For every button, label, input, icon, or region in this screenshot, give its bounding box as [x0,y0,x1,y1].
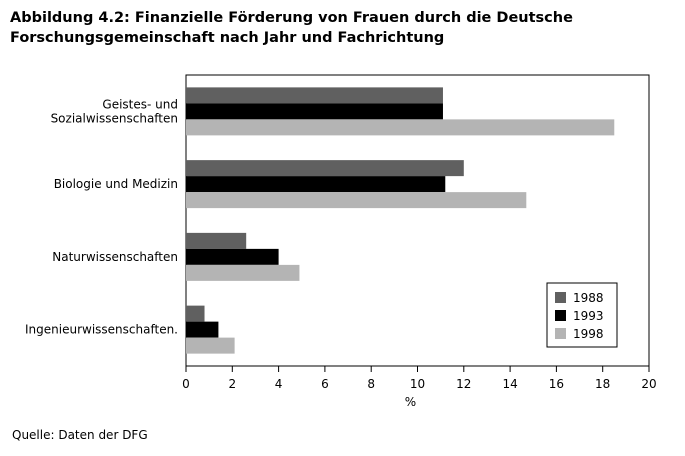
x-tick-label-10: 10 [410,377,425,391]
category-label-4-line-1: Ingenieurwissenschaften. [25,323,178,337]
chart-title-line-2: Forschungsgemeinschaft nach Jahr und Fac… [10,30,445,46]
x-tick-label-2: 2 [228,377,236,391]
x-tick-label-20: 20 [641,377,656,391]
bar-1988-2 [186,160,464,177]
x-tick-label-6: 6 [321,377,329,391]
bar-1993-1 [186,103,443,120]
bar-1993-2 [186,176,446,193]
legend-swatch-1988 [555,292,566,303]
x-tick-label-16: 16 [549,377,564,391]
category-label-1-line-2: Sozialwissenschaften [51,111,178,125]
chart-title-line-1: Abbildung 4.2: Finanzielle Förderung von… [10,10,573,26]
legend-swatch-1998 [555,328,566,339]
bar-1988-4 [186,305,205,322]
category-label-3-line-1: Naturwissenschaften [52,250,178,264]
bar-1998-4 [186,337,235,354]
x-tick-label-14: 14 [502,377,517,391]
source-note: Quelle: Daten der DFG [12,428,148,442]
legend-swatch-1993 [555,310,566,321]
x-axis-label: % [405,395,416,409]
category-label-1-line-1: Geistes- und [102,97,178,111]
x-tick-label-18: 18 [595,377,610,391]
chart-title: Abbildung 4.2: Finanzielle Förderung von… [10,8,573,48]
legend-label-1998: 1998 [573,327,604,341]
x-tick-label-12: 12 [456,377,471,391]
legend-label-1993: 1993 [573,309,604,323]
x-tick-label-4: 4 [275,377,283,391]
bar-1998-3 [186,264,300,281]
category-label-2-line-1: Biologie und Medizin [54,177,178,191]
x-tick-label-0: 0 [182,377,190,391]
bar-1998-2 [186,192,527,209]
legend-label-1988: 1988 [573,291,604,305]
x-tick-label-8: 8 [367,377,375,391]
bar-1993-4 [186,321,219,338]
bar-1988-1 [186,87,443,104]
bar-1993-3 [186,248,279,265]
bar-1998-1 [186,119,615,136]
bar-1988-3 [186,232,247,249]
